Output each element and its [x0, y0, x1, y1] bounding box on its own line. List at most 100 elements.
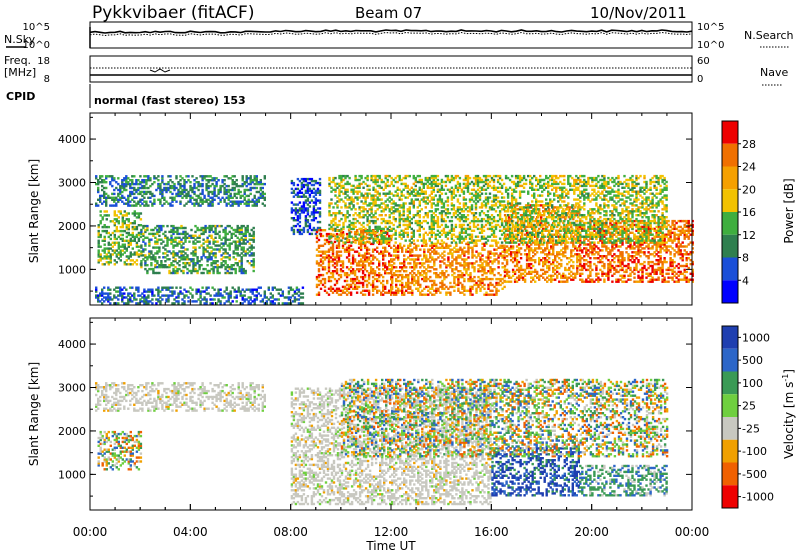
heatmap-cell — [189, 200, 192, 203]
heatmap-cell — [211, 196, 214, 199]
heatmap-cell — [172, 264, 175, 267]
heatmap-cell — [99, 300, 102, 303]
heatmap-cell — [119, 233, 122, 237]
heatmap-cell — [211, 177, 214, 180]
heatmap-cell — [224, 271, 227, 275]
heatmap-cell — [182, 262, 185, 265]
heatmap-cell — [242, 250, 245, 253]
heatmap-cell — [151, 194, 154, 198]
heatmap-cell — [147, 179, 150, 182]
heatmap-cell — [224, 260, 227, 263]
heatmap-cell — [308, 205, 312, 208]
heatmap-cell — [227, 188, 230, 192]
heatmap-cell — [591, 268, 594, 272]
heatmap-cell — [191, 190, 194, 194]
heatmap-cell — [172, 267, 175, 271]
heatmap-cell — [105, 298, 108, 301]
heatmap-cell — [243, 181, 246, 184]
heatmap-cell — [135, 190, 138, 194]
heatmap-cell — [261, 190, 264, 194]
heatmap-cell — [199, 198, 202, 201]
heatmap-cell — [127, 241, 130, 244]
heatmap-cell — [135, 298, 138, 301]
heatmap-cell — [171, 186, 174, 190]
heatmap-cell — [255, 186, 258, 190]
heatmap-cell — [97, 255, 100, 258]
heatmap-cell — [140, 265, 143, 269]
heatmap-cell — [137, 179, 140, 182]
heatmap-cell — [483, 283, 486, 287]
heatmap-cell — [99, 235, 102, 239]
heatmap-cell — [113, 237, 116, 241]
heatmap-cell — [179, 184, 182, 188]
heatmap-cell — [109, 243, 112, 246]
heatmap-cell — [475, 260, 478, 263]
heatmap-cell — [230, 264, 233, 267]
heatmap-cell — [246, 260, 249, 263]
heatmap-cell — [111, 196, 114, 199]
heatmap-cell — [115, 253, 118, 256]
heatmap-cell — [241, 184, 244, 188]
heatmap-cell — [117, 220, 120, 223]
heatmap-cell — [247, 202, 250, 205]
heatmap-cell — [252, 236, 255, 239]
heatmap-cell — [301, 302, 305, 305]
heatmap-cell — [643, 260, 646, 264]
heatmap-cell — [255, 182, 258, 186]
heatmap-cell — [187, 179, 190, 182]
heatmap-cell — [201, 182, 204, 186]
heatmap-cell — [119, 192, 122, 196]
heatmap-cell — [443, 258, 446, 261]
heatmap-cell — [599, 278, 602, 281]
heatmap-cell — [125, 179, 128, 182]
heatmap-cell — [234, 228, 237, 232]
heatmap-cell — [202, 248, 205, 251]
heatmap-cell — [218, 230, 221, 234]
heatmap-cell — [97, 249, 100, 252]
heatmap-cell — [127, 233, 130, 237]
heatmap-cell — [140, 230, 143, 234]
heatmap-cell — [244, 236, 247, 239]
heatmap-cell — [192, 240, 195, 243]
heatmap-cell — [97, 253, 100, 256]
heatmap-cell — [158, 226, 161, 230]
heatmap-cell — [253, 288, 256, 291]
cpid-label: CPID — [6, 90, 35, 103]
heatmap-cell — [151, 182, 154, 186]
heatmap-cell — [143, 196, 146, 199]
heatmap-cell — [153, 200, 156, 203]
heatmap-cell — [230, 232, 233, 236]
heatmap-cell — [263, 196, 266, 199]
heatmap-cell — [95, 175, 98, 178]
heatmap-cell — [511, 245, 515, 248]
heatmap-cell — [201, 175, 204, 178]
heatmap-cell — [248, 234, 251, 237]
heatmap-cell — [560, 262, 563, 266]
heatmap-cell — [244, 226, 247, 230]
heatmap-cell — [572, 260, 575, 264]
heatmap-cell — [239, 200, 242, 203]
heatmap-cell — [135, 181, 138, 184]
heatmap-cell — [216, 265, 219, 269]
heatmap-cell — [190, 260, 193, 263]
heatmap-cell — [125, 202, 128, 205]
heatmap-cell — [117, 210, 120, 213]
heatmap-cell — [503, 244, 506, 247]
heatmap-cell — [243, 188, 246, 192]
heatmap-cell — [343, 279, 347, 283]
heatmap-cell — [210, 262, 213, 265]
heatmap-cell — [197, 196, 200, 199]
heatmap-cell — [119, 190, 122, 194]
heatmap-cell — [229, 200, 232, 203]
heatmap-cell — [183, 194, 186, 198]
heatmap-cell — [245, 188, 248, 192]
heatmap-cell — [178, 250, 181, 253]
heatmap-cell — [252, 258, 255, 261]
heatmap-cell — [142, 238, 145, 241]
heatmap-cell — [199, 175, 202, 178]
heatmap-cell — [236, 226, 239, 230]
heatmap-cell — [213, 177, 216, 180]
heatmap-cell — [199, 196, 202, 199]
heatmap-cell — [183, 181, 186, 184]
heatmap-cell — [314, 209, 318, 212]
